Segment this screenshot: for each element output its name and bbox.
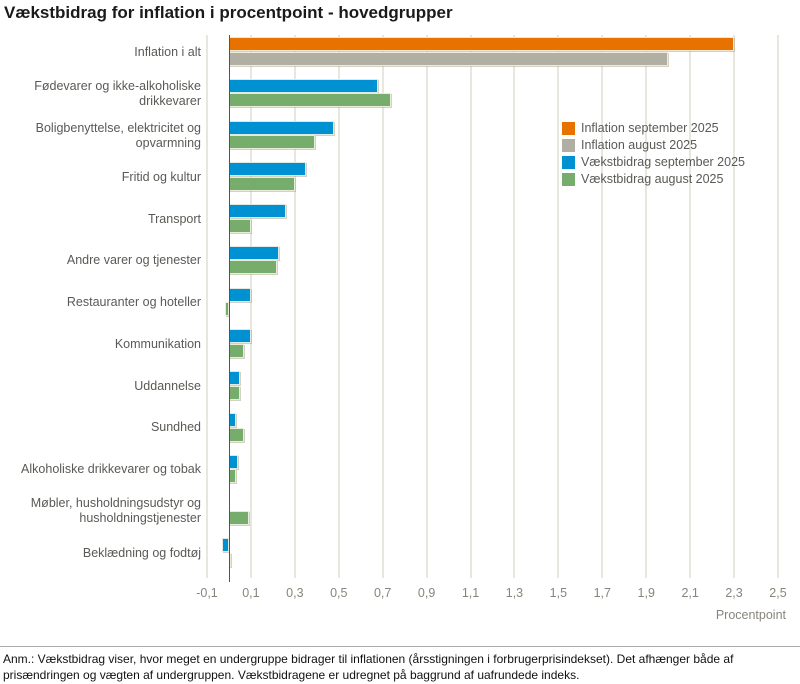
gridline <box>206 35 208 578</box>
x-tick-label: 0,3 <box>286 586 304 600</box>
bar <box>228 37 735 51</box>
category-label: Møbler, husholdningsudstyr og husholdnin… <box>30 496 201 526</box>
gridline <box>249 35 252 578</box>
category-label: Andre varer og tjenester <box>66 253 201 268</box>
bar <box>228 371 240 386</box>
category-label: Kommunikation <box>114 336 201 351</box>
bar <box>228 51 669 66</box>
x-tick-label: 0,5 <box>330 586 348 600</box>
bar <box>228 218 251 233</box>
x-tick-label: 1,5 <box>549 586 568 600</box>
bar <box>228 454 238 469</box>
x-tick-label: 0,7 <box>373 586 392 600</box>
gridline <box>689 35 692 578</box>
category-label: Alkoholiske drikkevarer og tobak <box>21 462 201 477</box>
bar <box>228 385 240 400</box>
bar <box>228 287 251 302</box>
x-tick-label: 2,3 <box>725 586 743 600</box>
category-label: Transport <box>147 211 201 226</box>
x-tick-label: -0,1 <box>196 586 218 600</box>
category-label: Inflation i alt <box>134 44 201 59</box>
category-label: Restauranter og hoteller <box>66 295 201 310</box>
legend-swatch-icon <box>562 138 575 152</box>
bar-chart: Inflation i alt Fødevarer og ikke-alkohol… <box>21 35 787 622</box>
gridline <box>513 35 516 578</box>
x-tick-label: 1,1 <box>461 586 480 600</box>
x-tick-label: 1,3 <box>505 586 524 600</box>
bar <box>224 302 229 317</box>
legend-swatch-icon <box>562 121 575 135</box>
x-tick-label: 2,5 <box>769 586 787 600</box>
gridline <box>469 35 472 578</box>
bar <box>228 427 245 442</box>
bar <box>228 245 280 260</box>
x-tick-label: 1,9 <box>637 586 655 600</box>
legend-swatch-icon <box>562 172 575 186</box>
bar <box>228 176 295 191</box>
bar <box>228 93 392 108</box>
gridline <box>777 35 779 578</box>
legend-item: Vækstbidrag september 2025 <box>562 155 745 169</box>
zero-axis-line <box>228 35 230 582</box>
bar <box>228 78 379 93</box>
bar <box>228 343 245 358</box>
category-label: Uddannelse <box>134 378 201 393</box>
bar <box>228 260 278 275</box>
legend-item: Vækstbidrag august 2025 <box>562 172 723 186</box>
bar <box>228 120 335 135</box>
legend-label: Inflation august 2025 <box>581 138 698 152</box>
x-tick-label: 0,9 <box>417 586 436 600</box>
category-label: Sundhed <box>150 420 201 435</box>
bar <box>228 511 249 526</box>
legend-swatch-icon <box>562 155 575 169</box>
gridline <box>601 35 604 578</box>
gridline <box>337 35 340 578</box>
gridline <box>381 35 384 578</box>
bar <box>228 204 287 219</box>
bar <box>228 135 315 150</box>
gridline <box>293 35 296 578</box>
x-tick-label: 1,7 <box>593 586 611 600</box>
legend-item: Inflation august 2025 <box>562 138 697 152</box>
category-label: Boligbenyttelse, elektricitet og opvarmn… <box>35 120 201 150</box>
footnote-divider <box>0 646 800 647</box>
legend-label: Vækstbidrag september 2025 <box>581 155 745 169</box>
legend-label: Vækstbidrag august 2025 <box>581 172 724 186</box>
legend-label: Inflation september 2025 <box>581 121 719 135</box>
category-label: Fødevarer og ikke-alkoholiske drikkevare… <box>34 78 201 108</box>
bar <box>228 329 251 344</box>
x-tick-label: 2,1 <box>681 586 699 600</box>
bar <box>228 162 306 177</box>
x-tick-label: 0,1 <box>242 586 260 600</box>
category-label: Fritid og kultur <box>121 169 201 184</box>
bar <box>222 538 229 553</box>
gridline <box>425 35 428 578</box>
gridline <box>557 35 560 578</box>
gridline <box>645 35 648 578</box>
category-label: Beklædning og fodtøj <box>82 545 201 560</box>
x-axis-unit-label: Procentpoint <box>715 608 786 622</box>
legend-item: Inflation september 2025 <box>562 121 719 135</box>
chart-title: Vækstbidrag for inflation i procentpoint… <box>4 3 453 22</box>
footnote: Anm.: Vækstbidrag viser, hvor meget en u… <box>3 652 734 682</box>
gridline <box>733 35 736 578</box>
